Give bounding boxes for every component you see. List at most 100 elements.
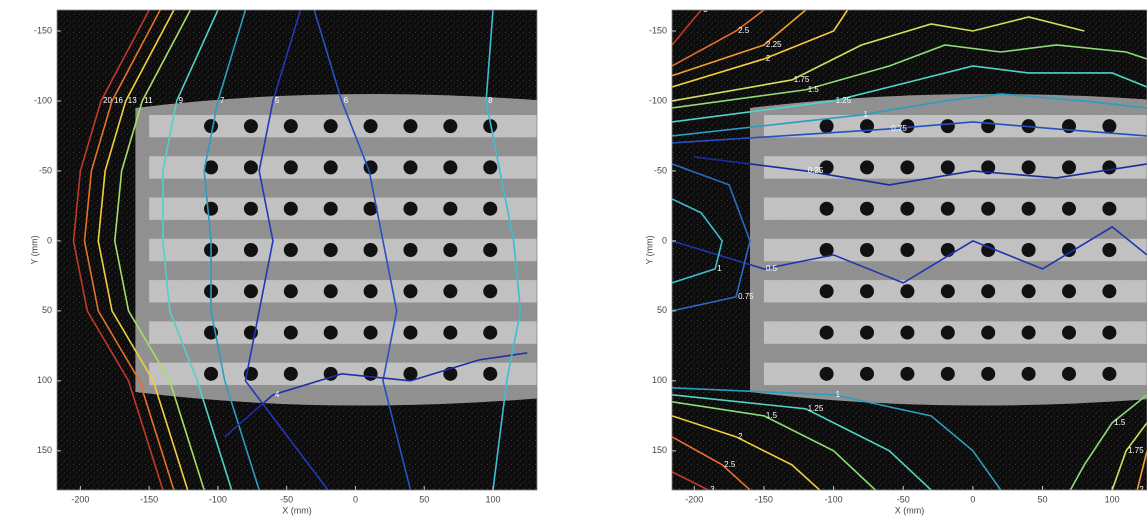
hole [483,160,497,174]
hole [900,160,914,174]
hole [941,160,955,174]
hole [204,202,218,216]
contour-label: 7 [220,96,225,105]
hole [941,284,955,298]
x-tick-label: 0 [353,494,358,504]
x-tick-label: 100 [485,494,500,504]
hole [820,119,834,133]
contour-label: 5 [275,96,280,105]
hole [284,202,298,216]
hole [244,243,258,257]
x-tick-label: 0 [970,494,975,504]
y-tick-label: -50 [654,165,667,175]
hole [443,160,457,174]
hole [941,367,955,381]
y-tick-label: 150 [37,445,52,455]
hole [204,119,218,133]
hole [820,284,834,298]
hole [364,119,378,133]
hole [364,243,378,257]
contour-label: 8 [488,96,493,105]
hole [1102,119,1116,133]
hole [483,367,497,381]
contour-label: 1 [863,110,868,119]
hole [1102,160,1116,174]
contour-label: 1.25 [836,96,852,105]
hole [1022,367,1036,381]
hole [324,119,338,133]
hole [1022,202,1036,216]
x-axis-label: X (mm) [895,505,925,515]
contour-label: 2.5 [738,26,750,35]
y-tick-label: 0 [662,235,667,245]
hole [483,202,497,216]
hole [1022,284,1036,298]
hole [284,119,298,133]
hole [900,326,914,340]
x-tick-label: -150 [755,494,773,504]
hole [403,160,417,174]
y-tick-label: -150 [34,25,52,35]
hole [324,243,338,257]
hole [820,326,834,340]
y-tick-label: 100 [652,375,667,385]
hole [1062,202,1076,216]
y-tick-label: -50 [39,165,52,175]
hole [483,284,497,298]
y-tick-label: -100 [649,95,667,105]
x-tick-label: -200 [71,494,89,504]
hole [244,119,258,133]
contour-label: 13 [128,96,137,105]
hole [1062,326,1076,340]
hole [820,367,834,381]
hole [941,119,955,133]
hole [860,202,874,216]
hole [244,284,258,298]
x-tick-label: -200 [685,494,703,504]
hole [284,160,298,174]
hole [1102,243,1116,257]
hole [443,284,457,298]
hole [860,160,874,174]
x-tick-label: -100 [825,494,843,504]
contour-label: 1 [836,390,841,399]
hole [403,326,417,340]
contour-label: 1 [717,264,722,273]
hole [1022,243,1036,257]
hole [1022,326,1036,340]
contour-label: 2.25 [766,40,782,49]
hole [204,367,218,381]
hole [1062,284,1076,298]
contour-label: 2 [738,432,743,441]
hole [403,202,417,216]
hole [324,160,338,174]
x-tick-label: -50 [280,494,293,504]
contour-label: 2.5 [724,460,736,469]
contour-label: 1.25 [808,404,824,413]
x-tick-label: 50 [419,494,429,504]
hole [443,243,457,257]
hole [941,202,955,216]
hole [981,119,995,133]
contour-label: 1.75 [794,75,810,84]
contour-label: 9 [179,96,184,105]
contour-label: 11 [144,96,153,105]
hole [483,326,497,340]
contour-label: 1.5 [1114,418,1126,427]
hole [900,243,914,257]
hole [981,202,995,216]
hole [284,326,298,340]
hole [860,367,874,381]
x-tick-label: -50 [897,494,910,504]
hole [483,243,497,257]
x-tick-label: -150 [140,494,158,504]
y-tick-label: -150 [649,25,667,35]
plot: 32.52.2521.751.51.2510.750.250.50.75111.… [672,5,1147,494]
hole [364,367,378,381]
hole [244,160,258,174]
contour-label: 0.75 [738,292,754,301]
hole [860,284,874,298]
hole [364,326,378,340]
hole [900,367,914,381]
